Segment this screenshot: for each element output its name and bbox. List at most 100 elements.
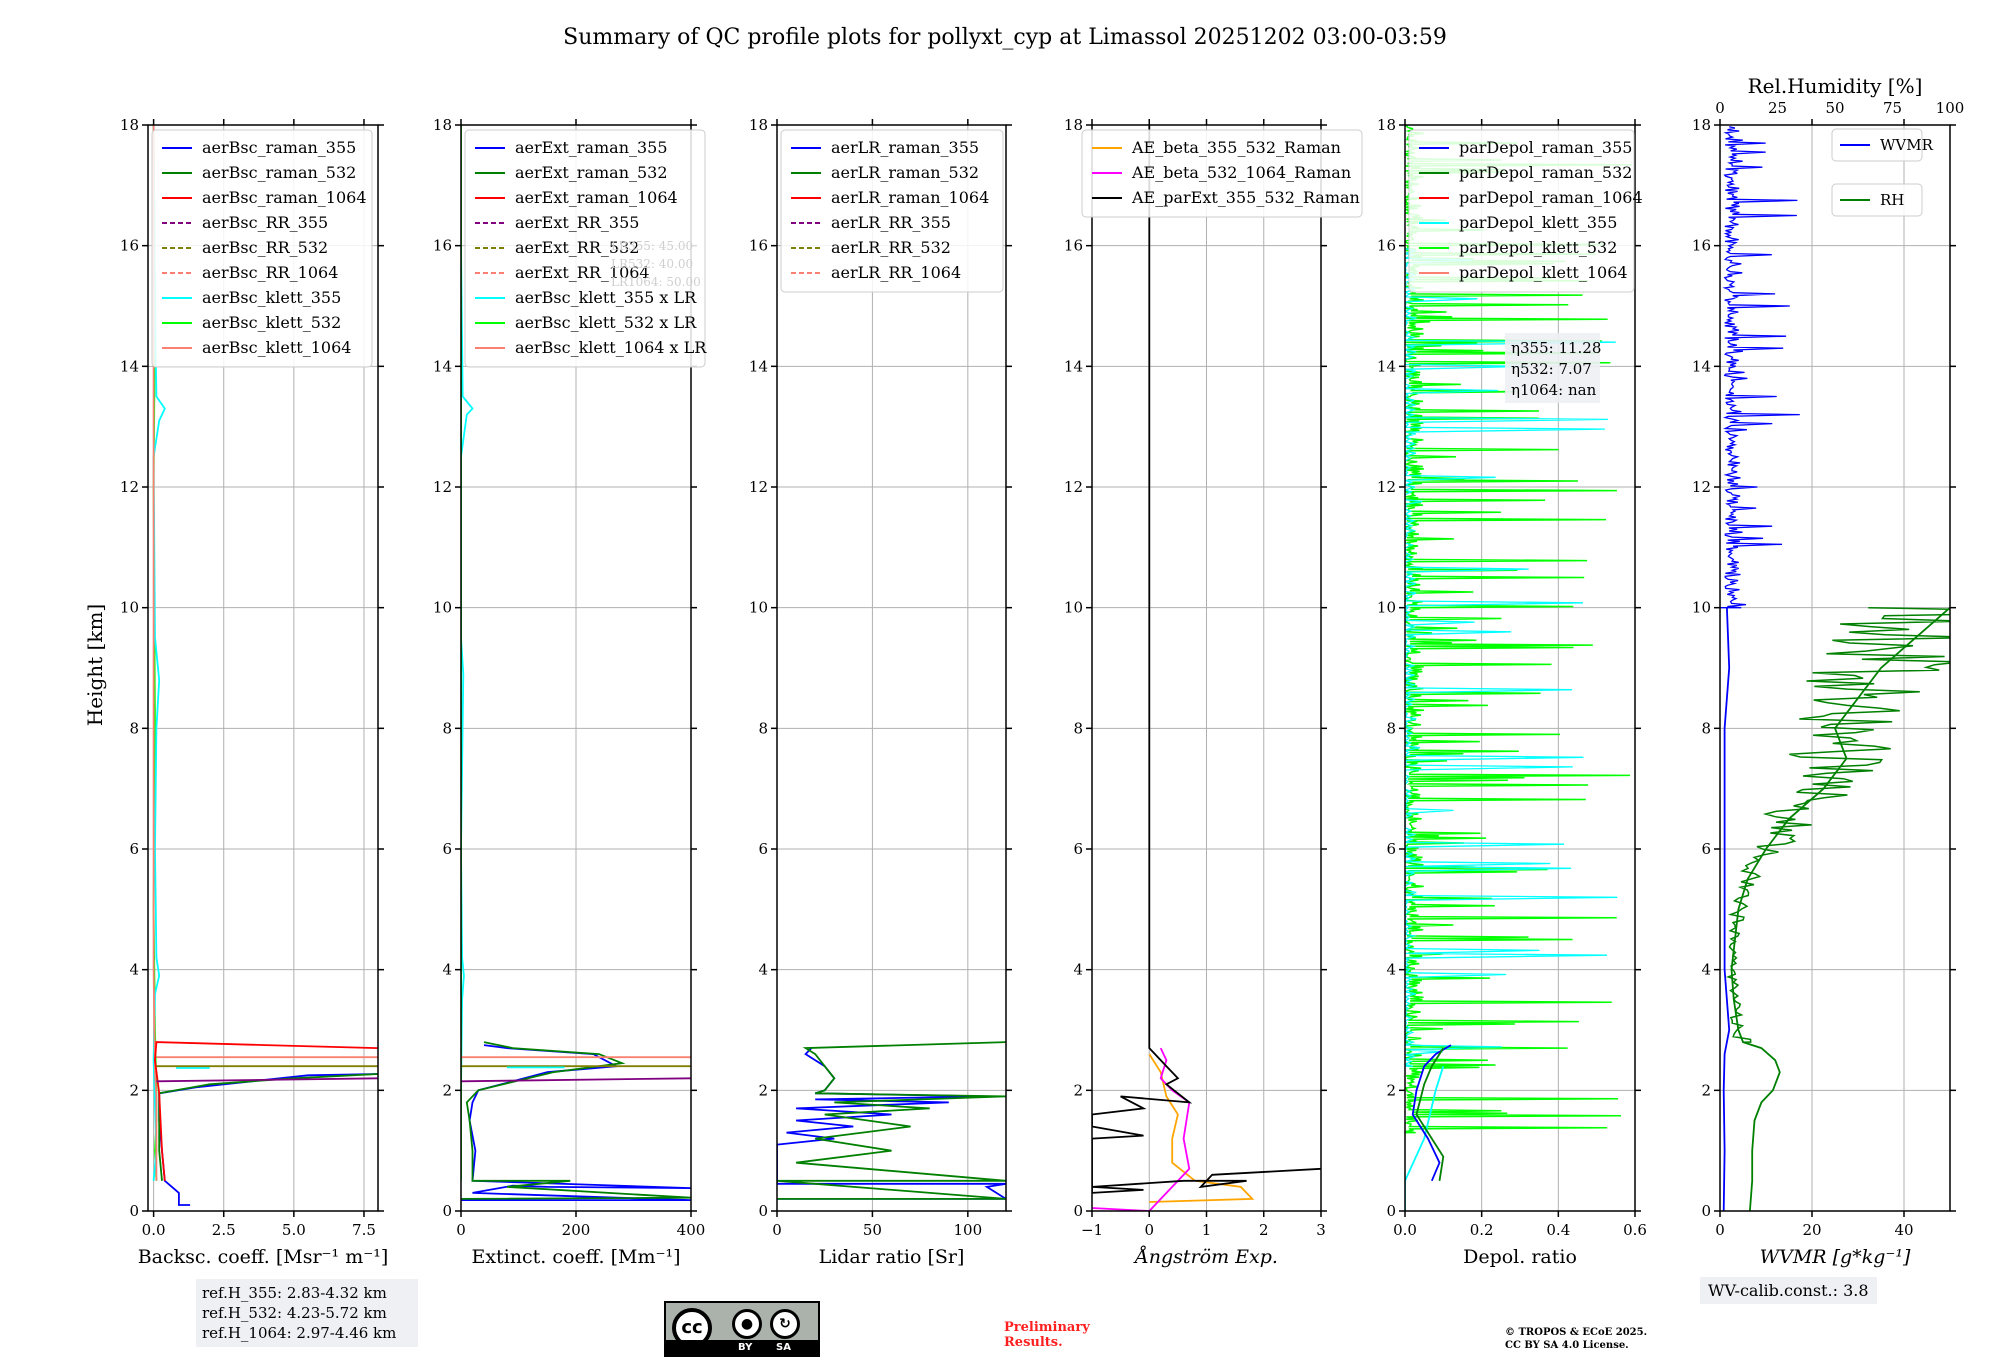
y-tick-label: 4: [442, 961, 452, 979]
legend-item: aerBsc_raman_1064: [202, 188, 367, 207]
legend-item: aerLR_RR_355: [831, 213, 951, 232]
y-tick-label: 18: [120, 116, 139, 134]
y-tick-label: 14: [433, 357, 452, 375]
y-tick-label: 10: [1692, 599, 1711, 617]
legend-item: aerBsc_klett_532 x LR: [515, 313, 697, 332]
x-tick-label: 0: [772, 1221, 782, 1239]
y-tick-label: 0: [1073, 1202, 1083, 1220]
y-tick-label: 6: [1073, 840, 1083, 858]
legend-item: aerBsc_RR_532: [202, 238, 328, 257]
legend-box: [1831, 128, 1923, 162]
series-WVMR: [1722, 607, 1731, 1211]
y-tick-label: 0: [129, 1202, 139, 1220]
y-tick-label: 8: [1386, 719, 1396, 737]
y-tick-label: 10: [749, 599, 768, 617]
y-tick-label: 2: [758, 1081, 768, 1099]
series-aerBsc_RR_355: [156, 1077, 378, 1083]
y-tick-label: 8: [1701, 719, 1711, 737]
x-axis-label: Ångström Exp.: [1133, 1246, 1278, 1268]
y-axis-label: Height [km]: [83, 604, 107, 726]
legend-item: aerLR_raman_1064: [831, 188, 989, 207]
ref-height-1064: ref.H_1064: 2.97-4.46 km: [202, 1324, 397, 1342]
series-RH-noise: [1725, 606, 1950, 1043]
x-tick-label: 400: [677, 1221, 706, 1239]
y-tick-label: 14: [1064, 357, 1083, 375]
series-AE_beta_355_532_Raman: [1148, 1053, 1255, 1203]
axes-frame: [147, 124, 379, 1212]
y-tick-label: 2: [442, 1081, 452, 1099]
lr-annotation: LR355: 45.00: [611, 239, 693, 253]
legend-box: [780, 129, 1004, 293]
y-tick-label: 12: [120, 478, 139, 496]
y-tick-label: 10: [1377, 599, 1396, 617]
x-axis-label: WVMR [g*kg⁻¹]: [1760, 1246, 1911, 1268]
y-tick-label: 0: [442, 1202, 452, 1220]
plot-area: [1092, 125, 1321, 1211]
legend-item: aerBsc_RR_1064: [202, 263, 338, 282]
y-tick-label: 8: [129, 719, 139, 737]
sa-label: SA: [776, 1342, 791, 1353]
preliminary-results-note: Preliminary Results.: [1004, 1320, 1090, 1350]
x-axis-label: Backsc. coeff. [Msr⁻¹ m⁻¹]: [138, 1246, 389, 1268]
legend-item: aerLR_raman_532: [831, 163, 979, 182]
x-tick-label: 200: [562, 1221, 591, 1239]
y-tick-label: 18: [749, 116, 768, 134]
y-tick-label: 16: [749, 237, 768, 255]
x-tick-label: 3: [1316, 1221, 1326, 1239]
copyright-line-1: © TROPOS & ECoE 2025.: [1505, 1327, 1648, 1338]
legend-item: parDepol_raman_532: [1459, 163, 1632, 182]
legend-item: parDepol_raman_355: [1459, 138, 1632, 157]
series-parDepol_klett_532: [1405, 125, 1632, 1134]
series-aerExt_RR_355: [461, 1077, 691, 1083]
y-tick-label: 2: [1073, 1081, 1083, 1099]
y-tick-label: 4: [1386, 961, 1396, 979]
legend-item: aerLR_RR_1064: [831, 263, 961, 282]
x-tick-label: 40: [1894, 1221, 1913, 1239]
y-tick-label: 18: [1377, 116, 1396, 134]
top-axis-label: Rel.Humidity [%]: [1748, 74, 1923, 98]
top-tick-label: 75: [1883, 99, 1902, 117]
y-tick-label: 16: [1064, 237, 1083, 255]
x-tick-label: 0: [456, 1221, 466, 1239]
legend-item: parDepol_klett_1064: [1459, 263, 1628, 282]
y-tick-label: 6: [1701, 840, 1711, 858]
axes-frame: [1719, 124, 1951, 1212]
y-tick-label: 14: [120, 357, 139, 375]
series-aerBsc_raman_1064: [154, 1041, 378, 1181]
legend-item: AE_parExt_355_532_Raman: [1131, 188, 1360, 207]
legend-item: aerBsc_raman_532: [202, 163, 356, 182]
wv-calibration-box: WV-calib.const.: 3.8: [1700, 1277, 1877, 1304]
y-tick-label: 0: [1701, 1202, 1711, 1220]
y-tick-label: 16: [120, 237, 139, 255]
legend-item: aerBsc_klett_355: [202, 288, 341, 307]
series-aerLR_raman_532: [777, 1041, 1006, 1200]
legend-item: aerExt_raman_355: [515, 138, 668, 157]
lr-annotation: LR1064: 50.00: [611, 275, 701, 289]
panel-lidar_ratio: 0 2 4 6 8 10 12 14 16 18 0 50 100 Lidar ratio [Sr] aer…: [749, 116, 1012, 1268]
y-tick-label: 6: [129, 840, 139, 858]
x-tick-label: 2: [1259, 1221, 1269, 1239]
y-tick-label: 2: [129, 1081, 139, 1099]
y-tick-label: 18: [1692, 116, 1711, 134]
legend-item: parDepol_klett_532: [1459, 238, 1617, 257]
legend-box: [151, 129, 373, 368]
y-tick-label: 14: [1692, 357, 1711, 375]
x-tick-label: 1: [1202, 1221, 1212, 1239]
legend-box: [1831, 183, 1923, 217]
series-AE_parExt_355_532_Raman: [1092, 125, 1321, 1194]
x-tick-label: 50: [863, 1221, 882, 1239]
plot-area: [777, 1041, 1006, 1200]
axes-frame: [1404, 124, 1636, 1212]
x-tick-label: 5.0: [282, 1221, 306, 1239]
legend-item: parDepol_klett_355: [1459, 213, 1617, 232]
eta-annotation: η355: 11.28 η532: 7.07 η1064: nan: [1505, 333, 1601, 403]
x-tick-label: −1: [1081, 1221, 1103, 1239]
legend-item: aerExt_raman_1064: [515, 188, 678, 207]
legend: AE_beta_355_532_Raman AE_beta_532_1064_Ra…: [1081, 129, 1363, 218]
x-tick-label: 0.2: [1470, 1221, 1494, 1239]
x-tick-label: 7.5: [352, 1221, 376, 1239]
legend-item: AE_beta_532_1064_Raman: [1131, 163, 1351, 182]
top-tick-label: 100: [1936, 99, 1965, 117]
y-tick-label: 2: [1701, 1081, 1711, 1099]
